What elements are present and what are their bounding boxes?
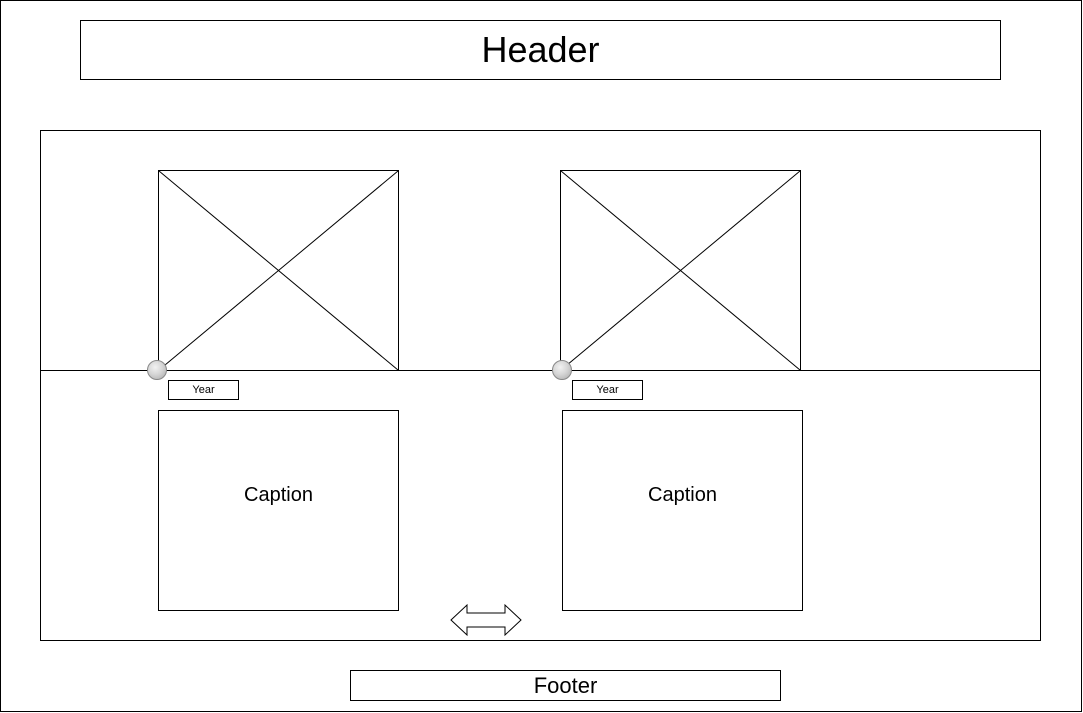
timeline-line bbox=[40, 370, 1041, 371]
caption-box-2: Caption bbox=[562, 410, 803, 611]
year-label-1: Year bbox=[168, 380, 239, 400]
timeline-image-1 bbox=[158, 170, 399, 371]
timeline-node-icon[interactable] bbox=[552, 360, 572, 380]
year-text-1: Year bbox=[192, 384, 215, 396]
timeline-image-2 bbox=[560, 170, 801, 371]
header: Header bbox=[80, 20, 1001, 80]
footer-label: Footer bbox=[533, 672, 598, 698]
caption-box-1: Caption bbox=[158, 410, 399, 611]
horizontal-arrow-icon[interactable] bbox=[450, 603, 522, 637]
image-placeholder-icon bbox=[561, 171, 800, 370]
caption-text-2: Caption bbox=[648, 484, 717, 506]
caption-text-1: Caption bbox=[244, 484, 313, 506]
header-label: Header bbox=[481, 29, 600, 70]
year-label-2: Year bbox=[572, 380, 643, 400]
timeline-panel bbox=[40, 130, 1041, 641]
footer: Footer bbox=[350, 670, 781, 701]
image-placeholder-icon bbox=[159, 171, 398, 370]
year-text-2: Year bbox=[596, 384, 619, 396]
timeline-node-icon[interactable] bbox=[147, 360, 167, 380]
